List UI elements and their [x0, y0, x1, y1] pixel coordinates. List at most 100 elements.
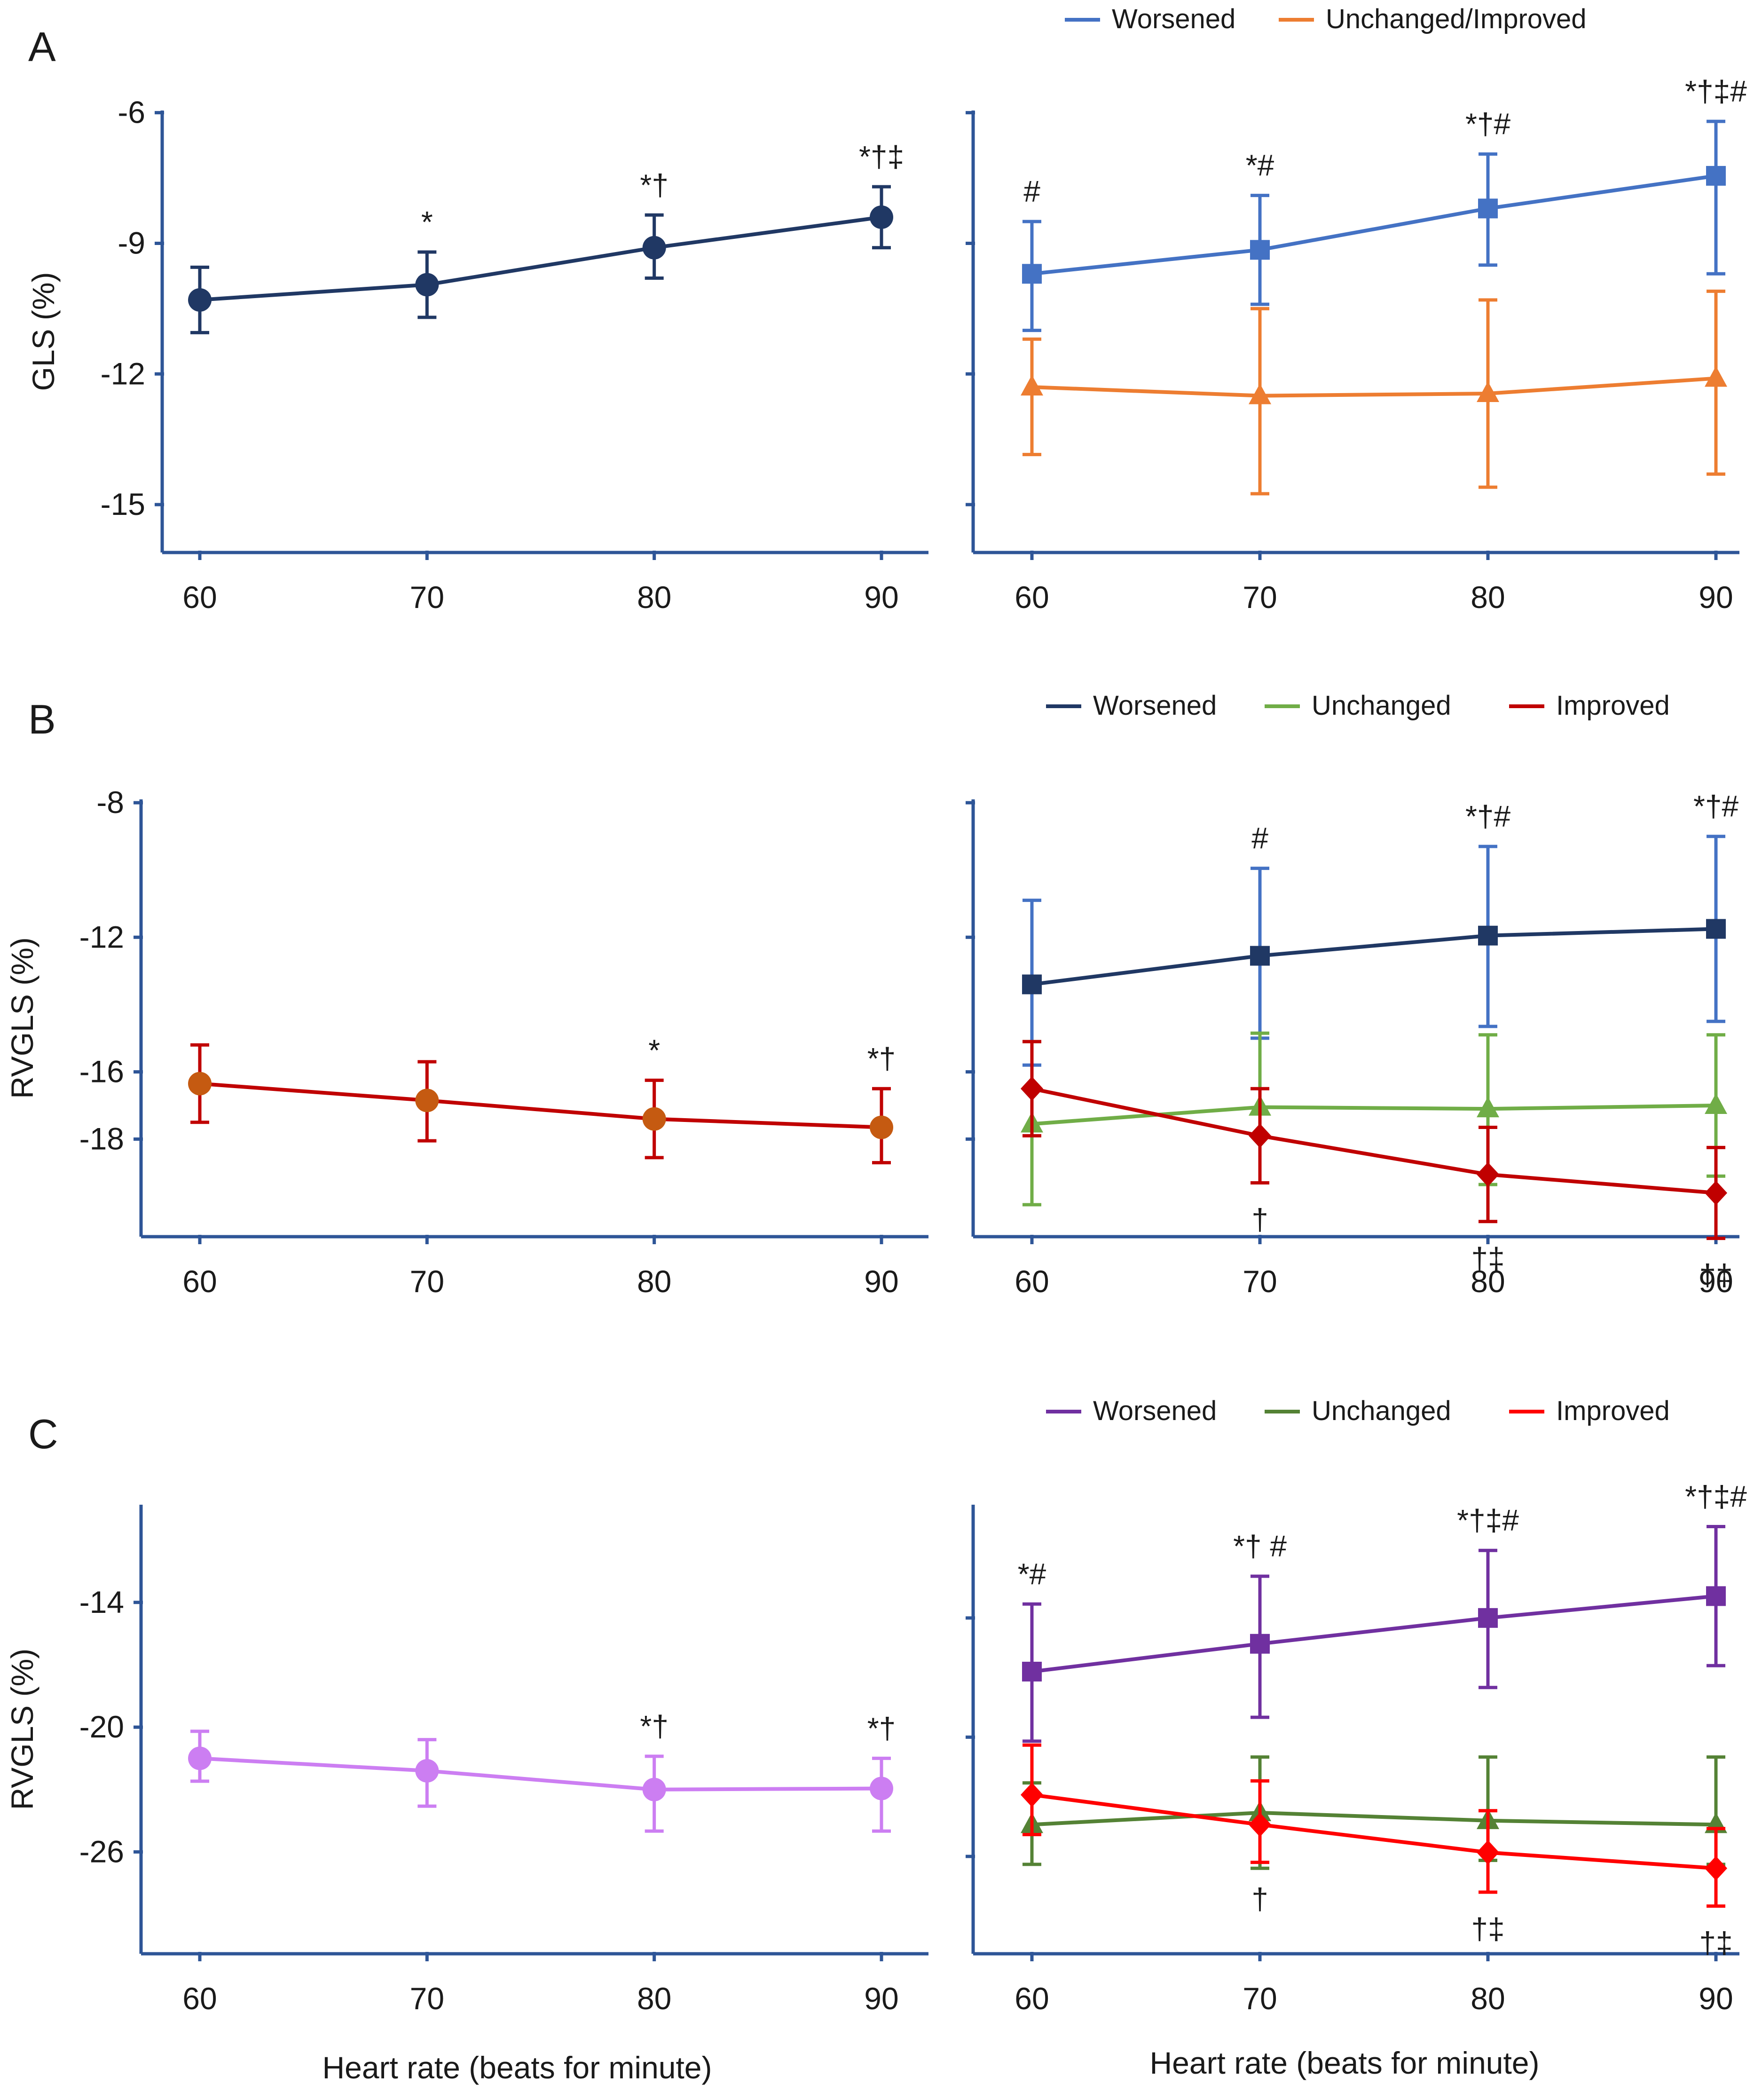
significance-annotation: †‡ — [1471, 1241, 1504, 1275]
data-point-marker — [1706, 1586, 1726, 1606]
y-axis-label: RVGLS (%) — [5, 1649, 39, 1810]
x-tick-label: 70 — [1243, 1264, 1277, 1299]
legend: Worsened Unchanged/Improved — [1065, 4, 1587, 34]
data-point-marker — [1705, 1856, 1727, 1881]
significance-annotation: †‡ — [1699, 1258, 1732, 1292]
x-tick-label: 60 — [1015, 580, 1049, 615]
data-point-marker — [1477, 1097, 1499, 1118]
significance-annotation: *† — [867, 1711, 896, 1745]
legend-label: Unchanged — [1312, 1396, 1451, 1426]
x-tick-label: 80 — [1471, 1264, 1505, 1299]
legend-label: Worsened — [1093, 690, 1217, 721]
series-line — [1031, 1087, 1716, 1195]
x-tick-label: 60 — [182, 1981, 217, 2016]
data-point-marker — [188, 1072, 212, 1096]
y-tick-label: -15 — [101, 487, 145, 521]
data-point-marker — [1021, 1782, 1043, 1807]
chart-C-left: -14 -20 -26 60 70 80 90 RVGLS (%) *† *† — [5, 1505, 928, 2016]
data-point-marker — [1705, 1093, 1727, 1114]
legend: Worsened Unchanged Improved — [1046, 690, 1670, 721]
x-tick-label: 80 — [637, 580, 671, 615]
series-unchanged — [1021, 1755, 1727, 1870]
x-tick-label: 70 — [410, 1981, 444, 2016]
data-point-marker — [415, 273, 439, 297]
significance-annotation: *†‡# — [1457, 1503, 1519, 1537]
significance-annotation: †‡ — [1699, 1926, 1732, 1960]
x-tick-label: 60 — [1015, 1981, 1049, 2016]
significance-annotation: *† — [867, 1042, 896, 1075]
legend-label: Worsened — [1093, 1396, 1217, 1426]
data-point-marker — [1477, 1840, 1499, 1865]
significance-annotation: *†‡# — [1685, 74, 1747, 108]
data-point-marker — [1250, 1634, 1270, 1654]
data-point-marker — [1249, 1812, 1271, 1837]
x-tick-label: 80 — [637, 1264, 671, 1299]
significance-annotation: †‡ — [1471, 1912, 1504, 1946]
significance-annotation: *†‡ — [859, 140, 904, 174]
chart-B-right: 60 70 80 90 # *†# *†# † †‡ †‡ Worsened Unchanged Imp… — [966, 690, 1739, 1299]
series-improved: † †‡ †‡ — [1021, 1743, 1733, 1960]
legend-label: Worsened — [1112, 4, 1235, 34]
y-axis-label: GLS (%) — [26, 272, 61, 391]
data-point-marker — [1478, 1608, 1498, 1628]
y-tick-label: -8 — [96, 785, 124, 820]
x-tick-label: 90 — [1699, 1981, 1733, 2016]
series-line — [1031, 1104, 1716, 1126]
y-tick-label: -26 — [79, 1834, 124, 1869]
series-line — [199, 215, 882, 302]
chart-A-left: -6 -9 -12 -15 60 70 80 90 GLS (%) * *† *†‡ — [26, 95, 928, 615]
panel-letter-b: B — [28, 696, 56, 742]
y-tick-label: -6 — [118, 95, 145, 130]
data-point-marker — [1022, 974, 1042, 995]
legend-label: Unchanged/Improved — [1326, 4, 1587, 34]
series-line — [1031, 1792, 1716, 1871]
data-point-marker — [188, 288, 212, 312]
series-worsened: # *# *†# *†‡# — [1022, 74, 1747, 332]
data-point-marker — [870, 205, 893, 229]
y-tick-label: -9 — [118, 225, 145, 260]
legend-label: Improved — [1556, 1396, 1670, 1426]
x-tick-label: 90 — [864, 1264, 898, 1299]
significance-annotation: *# — [1246, 149, 1274, 182]
data-point-marker — [642, 236, 666, 260]
data-point-marker — [1705, 366, 1727, 387]
data-point-marker — [188, 1746, 212, 1770]
data-point-marker — [1250, 240, 1270, 260]
legend-label: Unchanged — [1312, 690, 1451, 721]
data-point-marker — [870, 1115, 893, 1139]
significance-annotation: # — [1251, 821, 1268, 855]
x-tick-label: 90 — [864, 1981, 898, 2016]
x-axis-label-left: Heart rate (beats for minute) — [323, 2050, 712, 2085]
significance-annotation: * — [421, 205, 433, 239]
x-tick-label: 70 — [1243, 580, 1277, 615]
x-tick-label: 60 — [182, 1264, 217, 1299]
data-point-marker — [642, 1777, 666, 1801]
series-line — [199, 1082, 882, 1129]
x-tick-label: 60 — [1015, 1264, 1049, 1299]
data-point-marker — [1249, 383, 1271, 404]
legend-label: Improved — [1556, 690, 1670, 721]
data-point-marker — [1478, 925, 1498, 946]
significance-annotation: *†# — [1465, 799, 1511, 833]
x-tick-label: 90 — [1699, 580, 1733, 615]
significance-annotation: *†# — [1693, 789, 1739, 823]
series-all: * *† — [188, 1033, 896, 1165]
chart-A-right: 60 70 80 90 # *# *†# *†‡# Worsened Unchanged/Impr… — [966, 4, 1747, 615]
x-tick-label: 60 — [182, 580, 217, 615]
significance-annotation: *† — [640, 1709, 669, 1743]
data-point-marker — [1022, 1661, 1042, 1682]
data-point-marker — [1705, 1181, 1727, 1205]
y-tick-label: -12 — [101, 356, 145, 391]
data-point-marker — [642, 1107, 666, 1131]
significance-annotation: *† — [640, 168, 669, 202]
y-tick-label: -18 — [79, 1121, 124, 1156]
series-line — [1031, 376, 1716, 398]
significance-annotation: *† # — [1233, 1529, 1287, 1563]
x-tick-label: 90 — [1699, 1264, 1733, 1299]
data-point-marker — [1477, 381, 1499, 402]
series-line — [1031, 927, 1716, 987]
x-tick-label: 80 — [1471, 580, 1505, 615]
x-tick-label: 70 — [410, 580, 444, 615]
